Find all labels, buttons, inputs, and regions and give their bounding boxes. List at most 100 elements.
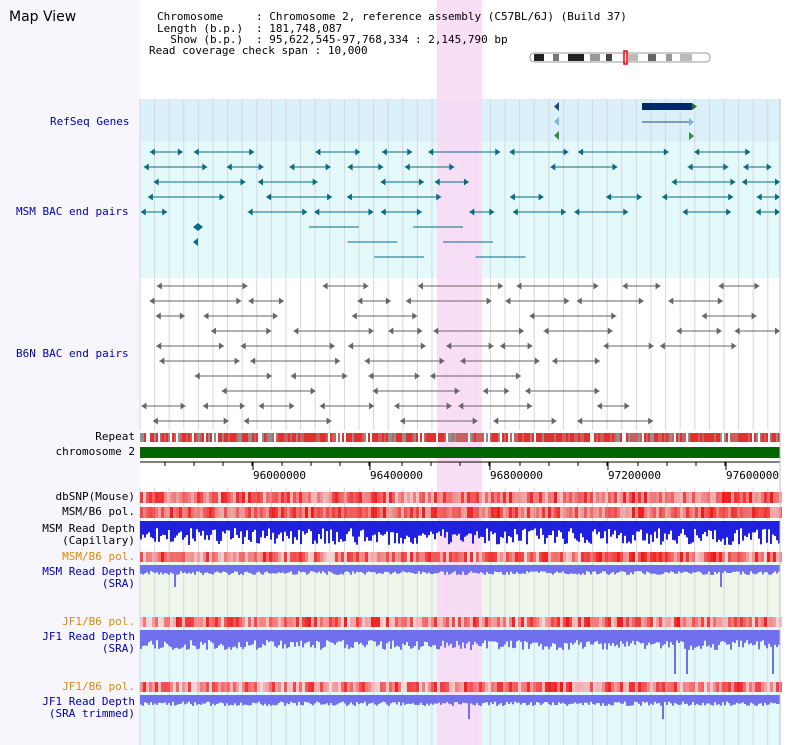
- repeat-segment: [236, 433, 238, 442]
- jf1-depth-bar: [716, 630, 718, 650]
- jf1-pol-trimmed-heat: [713, 682, 716, 692]
- jf1-trimmed-depth-bar: [670, 695, 672, 704]
- ideogram-band: [648, 54, 656, 61]
- msm-bac-pair-end: [162, 208, 168, 216]
- jf1-pol-trimmed-heat: [272, 682, 275, 692]
- msm-pol-sra-heat: [614, 552, 617, 562]
- jf1-trimmed-depth-bar: [324, 695, 326, 705]
- dbsnp-heat: [707, 492, 710, 503]
- msm-sra-depth-bar: [718, 565, 720, 573]
- jf1-pol-heat: [338, 617, 341, 627]
- jf1-trimmed-depth-bar: [378, 695, 380, 704]
- jf1-depth-bar: [170, 630, 172, 648]
- jf1-pol-trimmed-heat: [458, 682, 461, 692]
- jf1-depth-bar: [386, 630, 388, 644]
- repeat-segment: [540, 433, 542, 442]
- msm-capillary-depth-bar: [608, 521, 610, 530]
- dbsnp-heat: [365, 492, 368, 503]
- jf1-pol-trimmed-heat: [776, 682, 779, 692]
- jf1-depth-bar: [430, 630, 432, 648]
- msm-capillary-depth-bar: [490, 521, 492, 532]
- msm-pol-sra-heat: [680, 552, 683, 562]
- jf1-depth-bar: [424, 630, 426, 642]
- refseq-gene-arrow: [689, 118, 694, 126]
- jf1-pol-heat: [299, 617, 302, 627]
- repeat-segment: [362, 433, 364, 442]
- jf1-depth-bar: [640, 630, 642, 644]
- msm-pol-heat: [206, 507, 209, 518]
- msm-sra-depth-bar: [524, 565, 526, 574]
- msm-sra-depth-bar: [326, 565, 328, 575]
- jf1-depth-bar: [752, 630, 754, 646]
- msm-capillary-depth-bar: [442, 521, 444, 530]
- msm-bac-pair-end: [289, 163, 295, 171]
- msm-capillary-depth-bar: [434, 521, 436, 540]
- msm-pol-heat: [275, 507, 278, 518]
- jf1-pol-trimmed-heat: [632, 682, 635, 692]
- msm-capillary-depth-bar: [168, 521, 170, 530]
- msm-capillary-depth-bar: [386, 521, 388, 532]
- msm-bac-pair-end: [550, 163, 556, 171]
- jf1-trimmed-depth-bar: [558, 695, 560, 703]
- jf1-pol-trimmed-heat: [275, 682, 278, 692]
- msm-pol-sra-heat: [581, 552, 584, 562]
- dbsnp-heat: [227, 492, 230, 503]
- jf1-trimmed-depth-bar: [760, 695, 762, 704]
- ideogram-band: [628, 54, 638, 61]
- msm-sra-depth-bar: [244, 565, 246, 572]
- jf1-trimmed-depth-bar: [730, 695, 732, 706]
- msm-capillary-depth-bar: [610, 521, 612, 537]
- msm-pol-sra-heat: [476, 552, 479, 562]
- msm-bac-pair-end: [730, 178, 736, 186]
- jf1-depth-bar: [470, 630, 472, 650]
- msm-sra-depth-bar: [238, 565, 240, 575]
- jf1-depth-bar: [288, 630, 290, 648]
- msm-capillary-depth-bar: [760, 521, 762, 545]
- jf1-trimmed-depth-bar: [192, 695, 194, 706]
- jf1-trimmed-depth-bar: [464, 695, 466, 703]
- msm-sra-depth-bar: [306, 565, 308, 575]
- b6n-bac-pair-end: [258, 402, 264, 410]
- jf1-trimmed-depth-bar: [542, 695, 544, 704]
- msm-sra-depth-bar: [366, 565, 368, 573]
- jf1-depth-bar: [482, 630, 484, 644]
- jf1-trimmed-depth-bar: [448, 695, 450, 704]
- repeat-segment: [768, 433, 770, 442]
- msm-pol-heat: [527, 507, 530, 518]
- msm-capillary-depth-bar: [436, 521, 438, 534]
- repeat-segment: [418, 433, 420, 442]
- msm-sra-depth-bar: [474, 565, 476, 573]
- msm-pol-sra-heat: [227, 552, 230, 562]
- jf1-trimmed-depth-bar: [582, 695, 584, 706]
- msm-pol-sra-heat: [386, 552, 389, 562]
- msm-capillary-depth-bar: [350, 521, 352, 529]
- jf1-depth-bar: [660, 630, 662, 649]
- msm-capillary-depth-bar: [254, 521, 256, 530]
- msm-sra-depth-bar: [410, 565, 412, 573]
- dbsnp-heat: [686, 492, 689, 503]
- msm-pol-sra-heat: [404, 552, 407, 562]
- repeat-segment: [218, 433, 220, 442]
- msm-capillary-depth-bar: [170, 521, 172, 542]
- jf1-pol-heat: [584, 617, 587, 627]
- jf1-depth-bar: [562, 630, 564, 650]
- msm-capillary-depth-bar: [340, 521, 342, 540]
- b6n-bac-pair-end: [179, 312, 185, 320]
- dbsnp-heat: [143, 492, 146, 503]
- jf1-pol-heat: [413, 617, 416, 627]
- repeat-segment: [664, 433, 666, 442]
- msm-sra-depth-bar: [596, 565, 598, 575]
- repeat-segment: [416, 433, 418, 442]
- msm-pol-sra-heat: [542, 552, 545, 562]
- msm-pol-heat: [605, 507, 608, 518]
- dbsnp-heat: [221, 492, 224, 503]
- msm-pol-sra-heat: [557, 552, 560, 562]
- ideogram-band: [534, 54, 544, 61]
- jf1-depth-bar: [178, 630, 180, 649]
- jf1-pol-heat: [629, 617, 632, 627]
- jf1-pol-trimmed-heat: [413, 682, 416, 692]
- msm-pol-heat: [398, 507, 401, 518]
- jf1-trimmed-depth-bar: [306, 695, 308, 703]
- jf1-pol-heat: [755, 617, 758, 627]
